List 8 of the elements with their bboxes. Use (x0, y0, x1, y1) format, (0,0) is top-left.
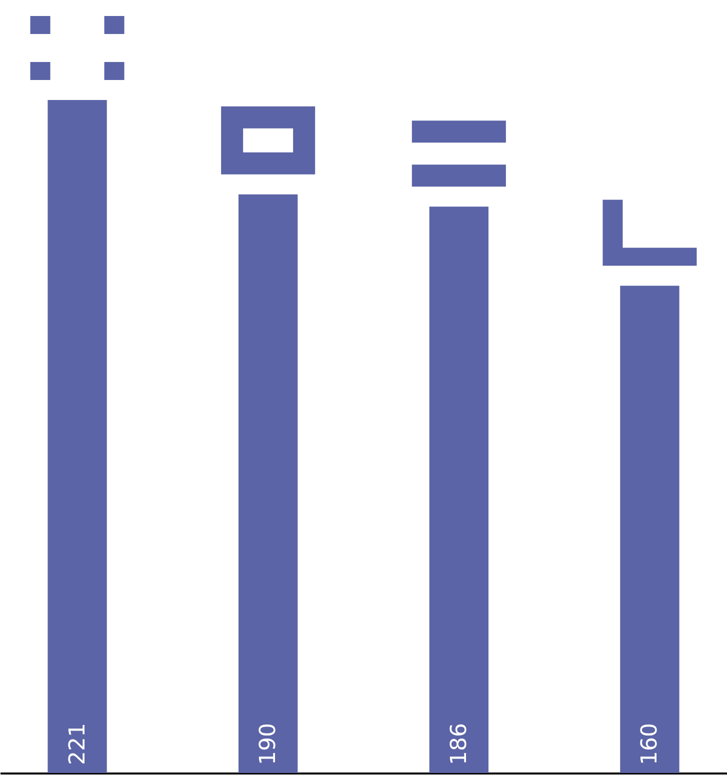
data-label: 190 (256, 723, 282, 765)
bar (48, 100, 107, 773)
data-label: 160 (638, 723, 663, 765)
bar (620, 286, 680, 773)
data-label: 186 (446, 723, 472, 765)
data-label: 221 (65, 723, 90, 765)
bar (238, 194, 298, 773)
bar (429, 206, 488, 773)
